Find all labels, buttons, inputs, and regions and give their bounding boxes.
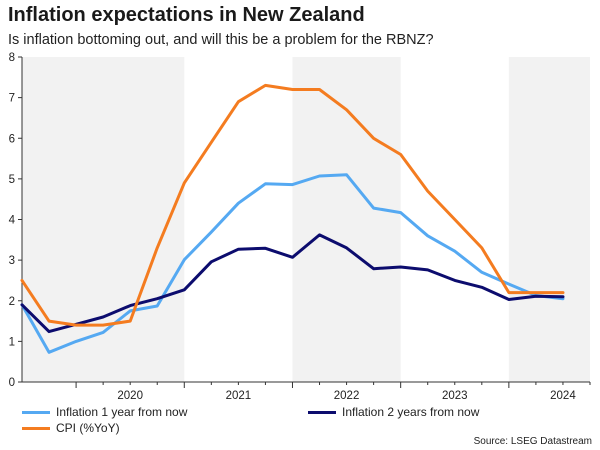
chart-title: Inflation expectations in New Zealand — [8, 4, 365, 26]
legend-item-cpi: CPI (%YoY) — [22, 421, 120, 435]
year-band-2 — [508, 57, 590, 382]
legend-label-cpi: CPI (%YoY) — [56, 421, 120, 435]
year-band-0 — [22, 57, 185, 382]
y-tick-label-7: 7 — [9, 93, 15, 105]
x-tick-label-2024: 2024 — [550, 390, 576, 402]
year-shading — [22, 57, 590, 382]
series-line-2 — [20, 83, 565, 327]
y-tick-label-8: 8 — [9, 52, 15, 64]
y-tick-label-1: 1 — [9, 336, 15, 348]
legend-swatch-cpi — [22, 426, 50, 430]
y-tick-label-2: 2 — [9, 296, 15, 308]
chart-subtitle: Is inflation bottoming out, and will thi… — [8, 32, 434, 48]
x-tick-label-2022: 2022 — [334, 390, 360, 402]
year-band-1 — [292, 57, 401, 382]
y-tick-label-3: 3 — [9, 255, 15, 267]
legend-label-inflation-1y: Inflation 1 year from now — [56, 405, 188, 419]
chart-axes: 0 1 2 3 4 5 6 7 8 2020 2021 2022 2023 2024 — [9, 52, 591, 402]
x-tick-label-2023: 2023 — [442, 390, 468, 402]
legend-swatch-inflation-1y — [22, 410, 50, 414]
x-tick-label-2021: 2021 — [226, 390, 252, 402]
x-tick-label-2020: 2020 — [117, 390, 143, 402]
series-lines — [20, 83, 565, 354]
series-line-1 — [20, 233, 565, 334]
source-note: Source: LSEG Datastream — [473, 436, 592, 447]
y-tick-label-0: 0 — [9, 377, 15, 389]
y-tick-label-5: 5 — [9, 174, 15, 186]
legend-swatch-inflation-2y — [308, 410, 336, 414]
legend-item-inflation-1y: Inflation 1 year from now — [22, 405, 187, 419]
legend-item-inflation-2y: Inflation 2 years from now — [308, 405, 479, 419]
legend-label-inflation-2y: Inflation 2 years from now — [342, 405, 480, 419]
y-tick-label-6: 6 — [9, 133, 15, 145]
y-tick-label-4: 4 — [9, 215, 16, 227]
